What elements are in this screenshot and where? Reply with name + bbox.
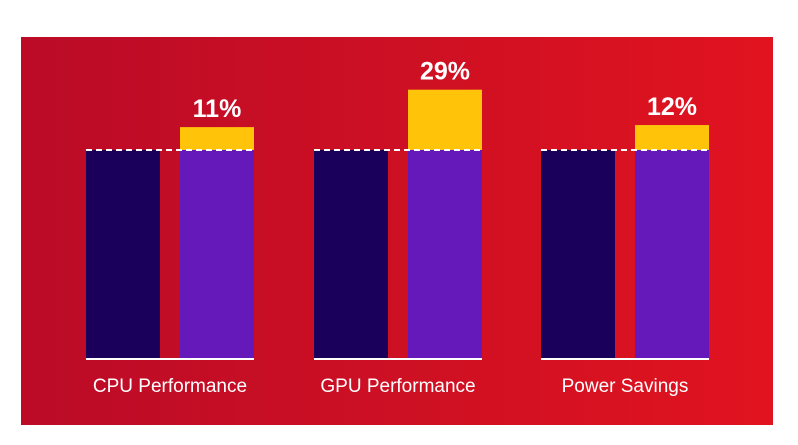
gain-label-power: 12% xyxy=(647,93,697,121)
bar-new-gpu xyxy=(408,150,482,358)
bar-new-power xyxy=(635,150,709,358)
category-label-gpu: GPU Performance xyxy=(320,376,475,397)
category-label-power: Power Savings xyxy=(562,376,689,397)
bar-previous-cpu xyxy=(86,150,160,358)
bar-gain-gpu xyxy=(408,89,482,150)
bar-previous-power xyxy=(541,150,615,358)
bar-new-cpu xyxy=(180,150,254,358)
comparison-bar-chart: 11% CPU Performance 29% GPU Performance 12% P… xyxy=(86,58,709,397)
bar-gain-cpu xyxy=(180,127,254,150)
category-label-cpu: CPU Performance xyxy=(93,376,247,397)
gain-label-gpu: 29% xyxy=(420,58,470,86)
gain-label-cpu: 11% xyxy=(193,95,242,123)
bar-gain-power xyxy=(635,125,709,150)
bar-previous-gpu xyxy=(314,150,388,358)
chart-panel: 11% CPU Performance 29% GPU Performance 12% P… xyxy=(21,37,773,425)
